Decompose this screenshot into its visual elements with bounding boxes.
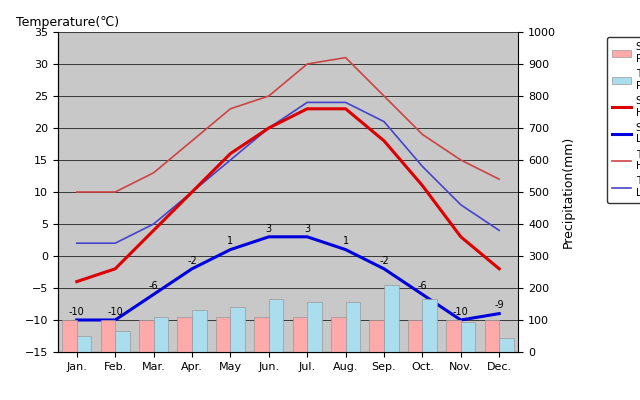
Bar (446, 320, 461, 352)
Bar (254, 317, 269, 352)
Text: -2: -2 (187, 256, 197, 266)
Bar (499, 338, 514, 352)
Text: 1: 1 (227, 236, 234, 246)
Text: -9: -9 (494, 300, 504, 310)
Bar (139, 320, 154, 352)
Bar (154, 317, 168, 352)
Bar (331, 317, 346, 352)
Bar (216, 317, 230, 352)
Text: 3: 3 (266, 224, 272, 234)
Bar (100, 320, 115, 352)
Bar (230, 307, 245, 352)
Text: 1: 1 (342, 236, 349, 246)
Bar (177, 317, 192, 352)
Text: -10: -10 (453, 307, 468, 317)
Text: -10: -10 (108, 307, 123, 317)
Bar (384, 285, 399, 352)
Y-axis label: Precipitation(mm): Precipitation(mm) (562, 136, 575, 248)
Text: -2: -2 (379, 256, 389, 266)
Bar (307, 302, 322, 352)
Bar (115, 331, 130, 352)
Text: -10: -10 (69, 307, 84, 317)
Bar (484, 320, 499, 352)
Legend: Saalfelden
Precipitation, Tokyo
Precipitation, Saalfelden
High Temp., Saalfelden: Saalfelden Precipitation, Tokyo Precipit… (607, 37, 640, 203)
Bar (269, 299, 284, 352)
Bar (192, 310, 207, 352)
Bar (461, 322, 476, 352)
Bar (77, 336, 92, 352)
Bar (422, 299, 437, 352)
Text: -6: -6 (417, 281, 428, 291)
Bar (408, 320, 422, 352)
Text: -6: -6 (148, 281, 159, 291)
Bar (346, 302, 360, 352)
Text: Temperature(℃): Temperature(℃) (16, 16, 119, 29)
Text: 3: 3 (304, 224, 310, 234)
Bar (292, 317, 307, 352)
Bar (62, 320, 77, 352)
Bar (369, 320, 384, 352)
